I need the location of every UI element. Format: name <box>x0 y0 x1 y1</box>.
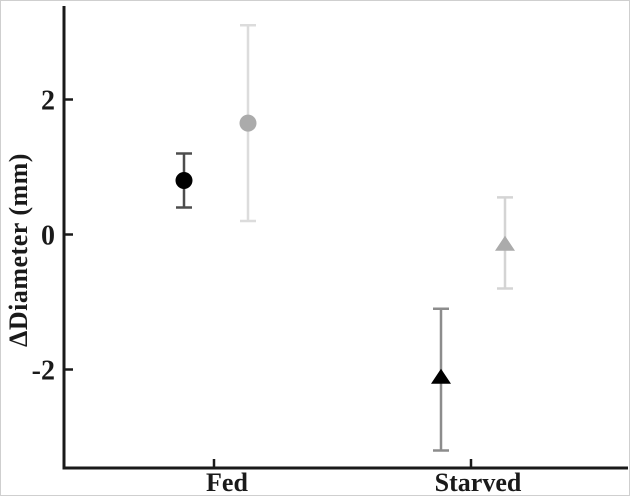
y-tick-label: 0 <box>41 221 55 252</box>
y-tick-label: 2 <box>41 86 55 117</box>
marker-triangle-gray-Starved <box>495 235 515 251</box>
marker-triangle-black-Starved <box>431 368 451 384</box>
x-category-label: Fed <box>206 468 248 497</box>
marker-circle-gray-Fed <box>239 114 257 132</box>
marker-circle-black-Fed <box>175 172 193 189</box>
x-category-label: Starved <box>435 468 522 497</box>
y-tick-label: -2 <box>32 356 55 387</box>
